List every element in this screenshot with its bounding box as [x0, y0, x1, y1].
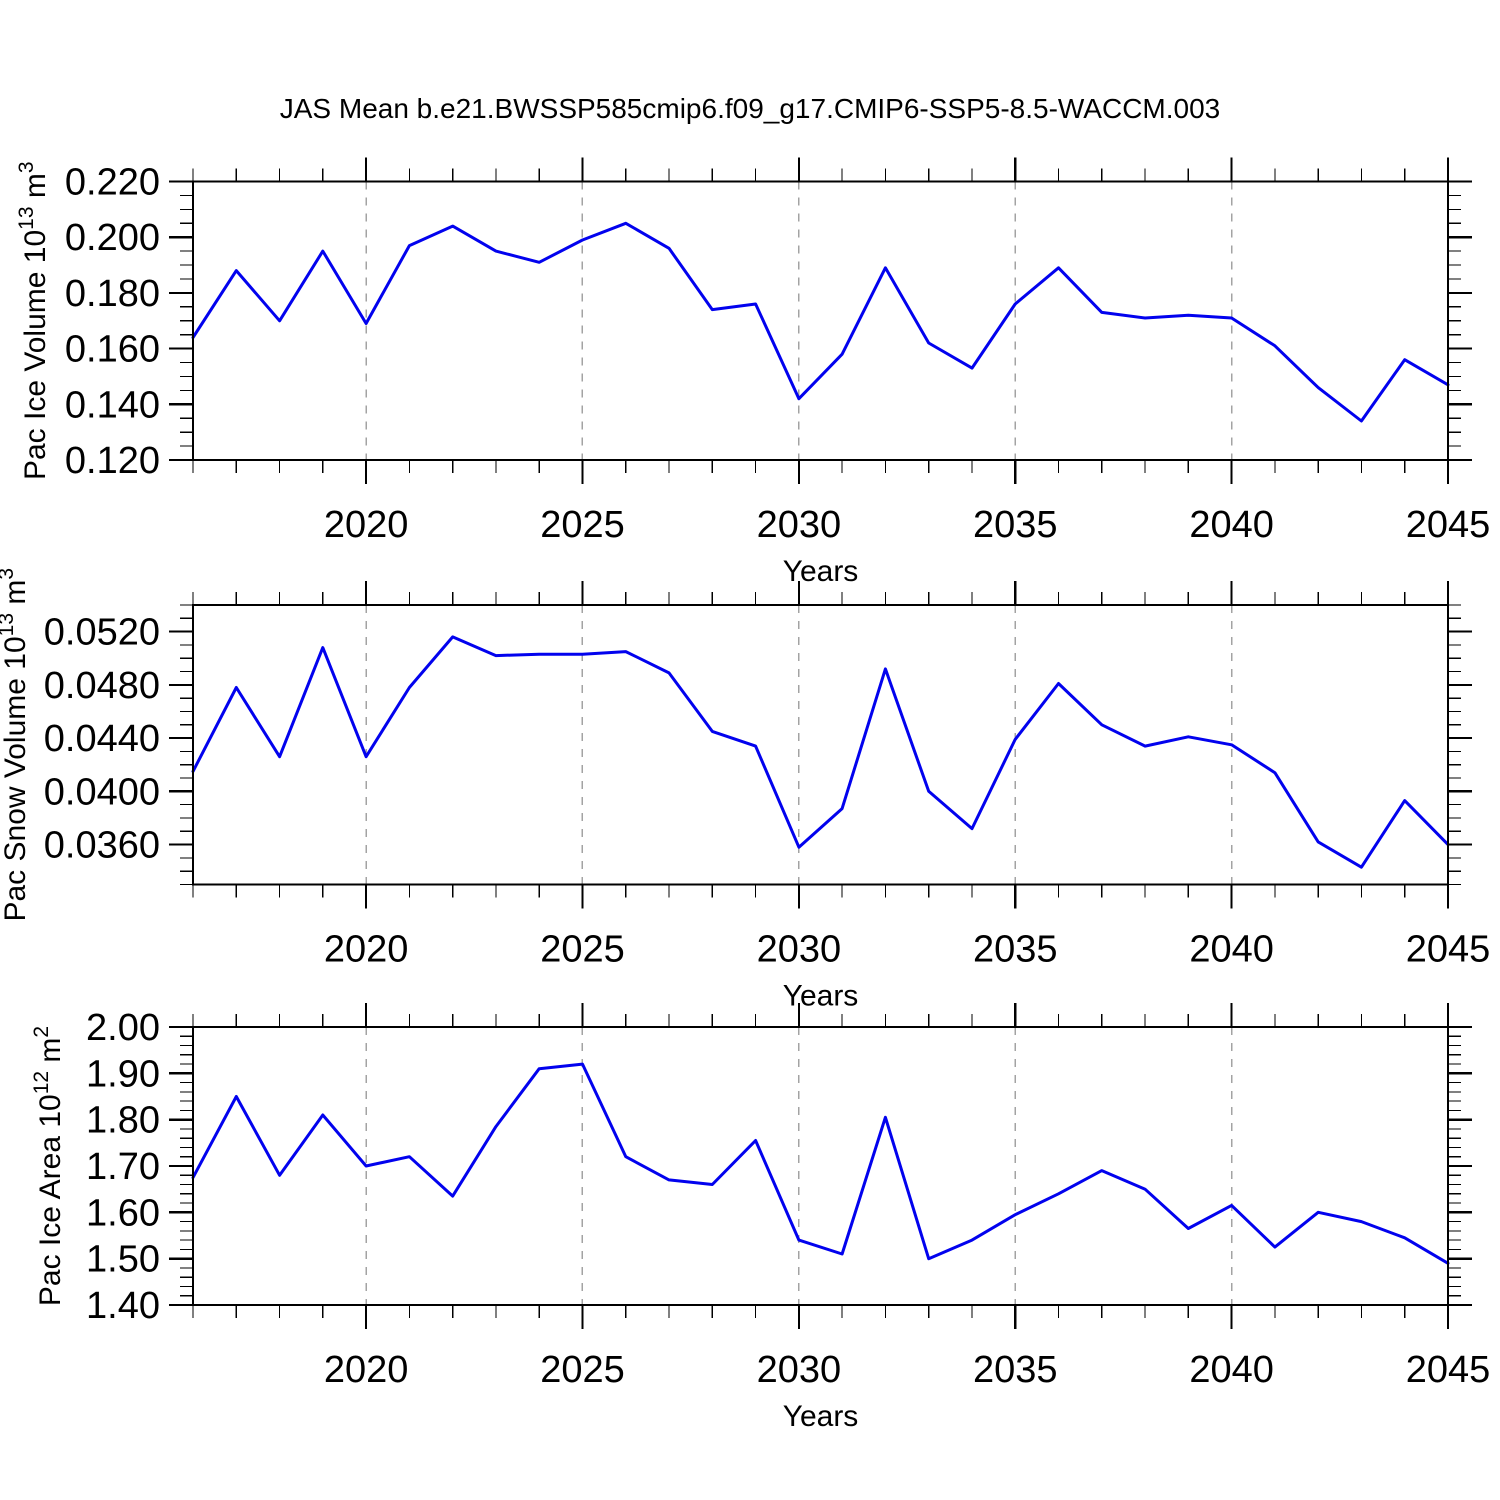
y-tick-label: 0.0400 — [44, 771, 160, 813]
x-tick-label: 2020 — [324, 504, 409, 546]
y-tick-label: 2.00 — [86, 1007, 160, 1049]
data-line-pac-ice-area — [191, 1062, 1450, 1265]
x-tick-label: 2035 — [973, 929, 1058, 971]
y-tick-label: 0.0440 — [44, 718, 160, 760]
x-axis-title: Years — [783, 555, 859, 588]
y-tick-label: 1.50 — [86, 1239, 160, 1281]
panel-pac-ice-area: 2020 2025 2030 2035 2040 2045 1.401.50 1.601.70… — [30, 1003, 1490, 1433]
y-tick-label: 0.0360 — [44, 825, 160, 867]
y-tick-label: 1.70 — [86, 1146, 160, 1188]
x-axis-title: Years — [783, 980, 859, 1013]
x-tick-label: 2025 — [540, 1349, 625, 1391]
x-tick-label: 2025 — [540, 929, 625, 971]
x-tick-label: 2030 — [757, 504, 842, 546]
plot-frame — [191, 603, 1450, 886]
panel-pac-ice-volume: 2020 2025 2030 2035 2040 2045 0.120 0.140 0.160 0… — [15, 157, 1491, 588]
x-tick-label: 2045 — [1406, 1349, 1491, 1391]
x-tick-label: 2030 — [757, 1349, 842, 1391]
x-tick-label: 2045 — [1406, 929, 1491, 971]
x-tick-label: 2045 — [1406, 504, 1491, 546]
data-line-pac-snow-volume — [191, 635, 1450, 869]
y-tick-label: 0.120 — [65, 440, 160, 482]
data-line-pac-ice-volume — [191, 221, 1450, 423]
y-tick-label: 0.160 — [65, 329, 160, 371]
x-tick-label: 2035 — [973, 504, 1058, 546]
y-tick-label: 0.220 — [65, 162, 160, 204]
y-tick-label: 1.80 — [86, 1100, 160, 1142]
y-axis-title-pac-snow-volume: Pac Snow Volume 1013 m3 — [0, 568, 32, 922]
x-tick-label: 2040 — [1189, 1349, 1274, 1391]
panel-pac-snow-volume: 2020 2025 2030 2035 2040 2045 0.0360 0.0400 0.04… — [0, 568, 1490, 1013]
x-tick-label: 2040 — [1189, 504, 1274, 546]
x-axis-title: Years — [783, 1400, 859, 1433]
plot-frame — [191, 180, 1450, 462]
x-tick-label: 2020 — [324, 1349, 409, 1391]
figure-title: JAS Mean b.e21.BWSSP585cmip6.f09_g17.CMI… — [279, 93, 1221, 124]
y-tick-label: 0.0520 — [44, 612, 160, 654]
x-tick-label: 2035 — [973, 1349, 1058, 1391]
x-tick-label: 2040 — [1189, 929, 1274, 971]
x-tick-label: 2020 — [324, 929, 409, 971]
y-axis-title-pac-ice-volume: Pac Ice Volume 1013 m3 — [15, 161, 52, 480]
x-tick-label: 2025 — [540, 504, 625, 546]
y-tick-label: 1.60 — [86, 1192, 160, 1234]
y-axis-title-pac-ice-area: Pac Ice Area 1012 m2 — [30, 1026, 67, 1306]
y-tick-label: 1.90 — [86, 1053, 160, 1095]
x-tick-label: 2030 — [757, 929, 842, 971]
y-tick-label: 1.40 — [86, 1285, 160, 1327]
y-tick-label: 0.0480 — [44, 665, 160, 707]
y-tick-label: 0.180 — [65, 273, 160, 315]
plot-frame — [191, 1025, 1450, 1307]
y-tick-label: 0.200 — [65, 217, 160, 259]
y-tick-label: 0.140 — [65, 384, 160, 426]
